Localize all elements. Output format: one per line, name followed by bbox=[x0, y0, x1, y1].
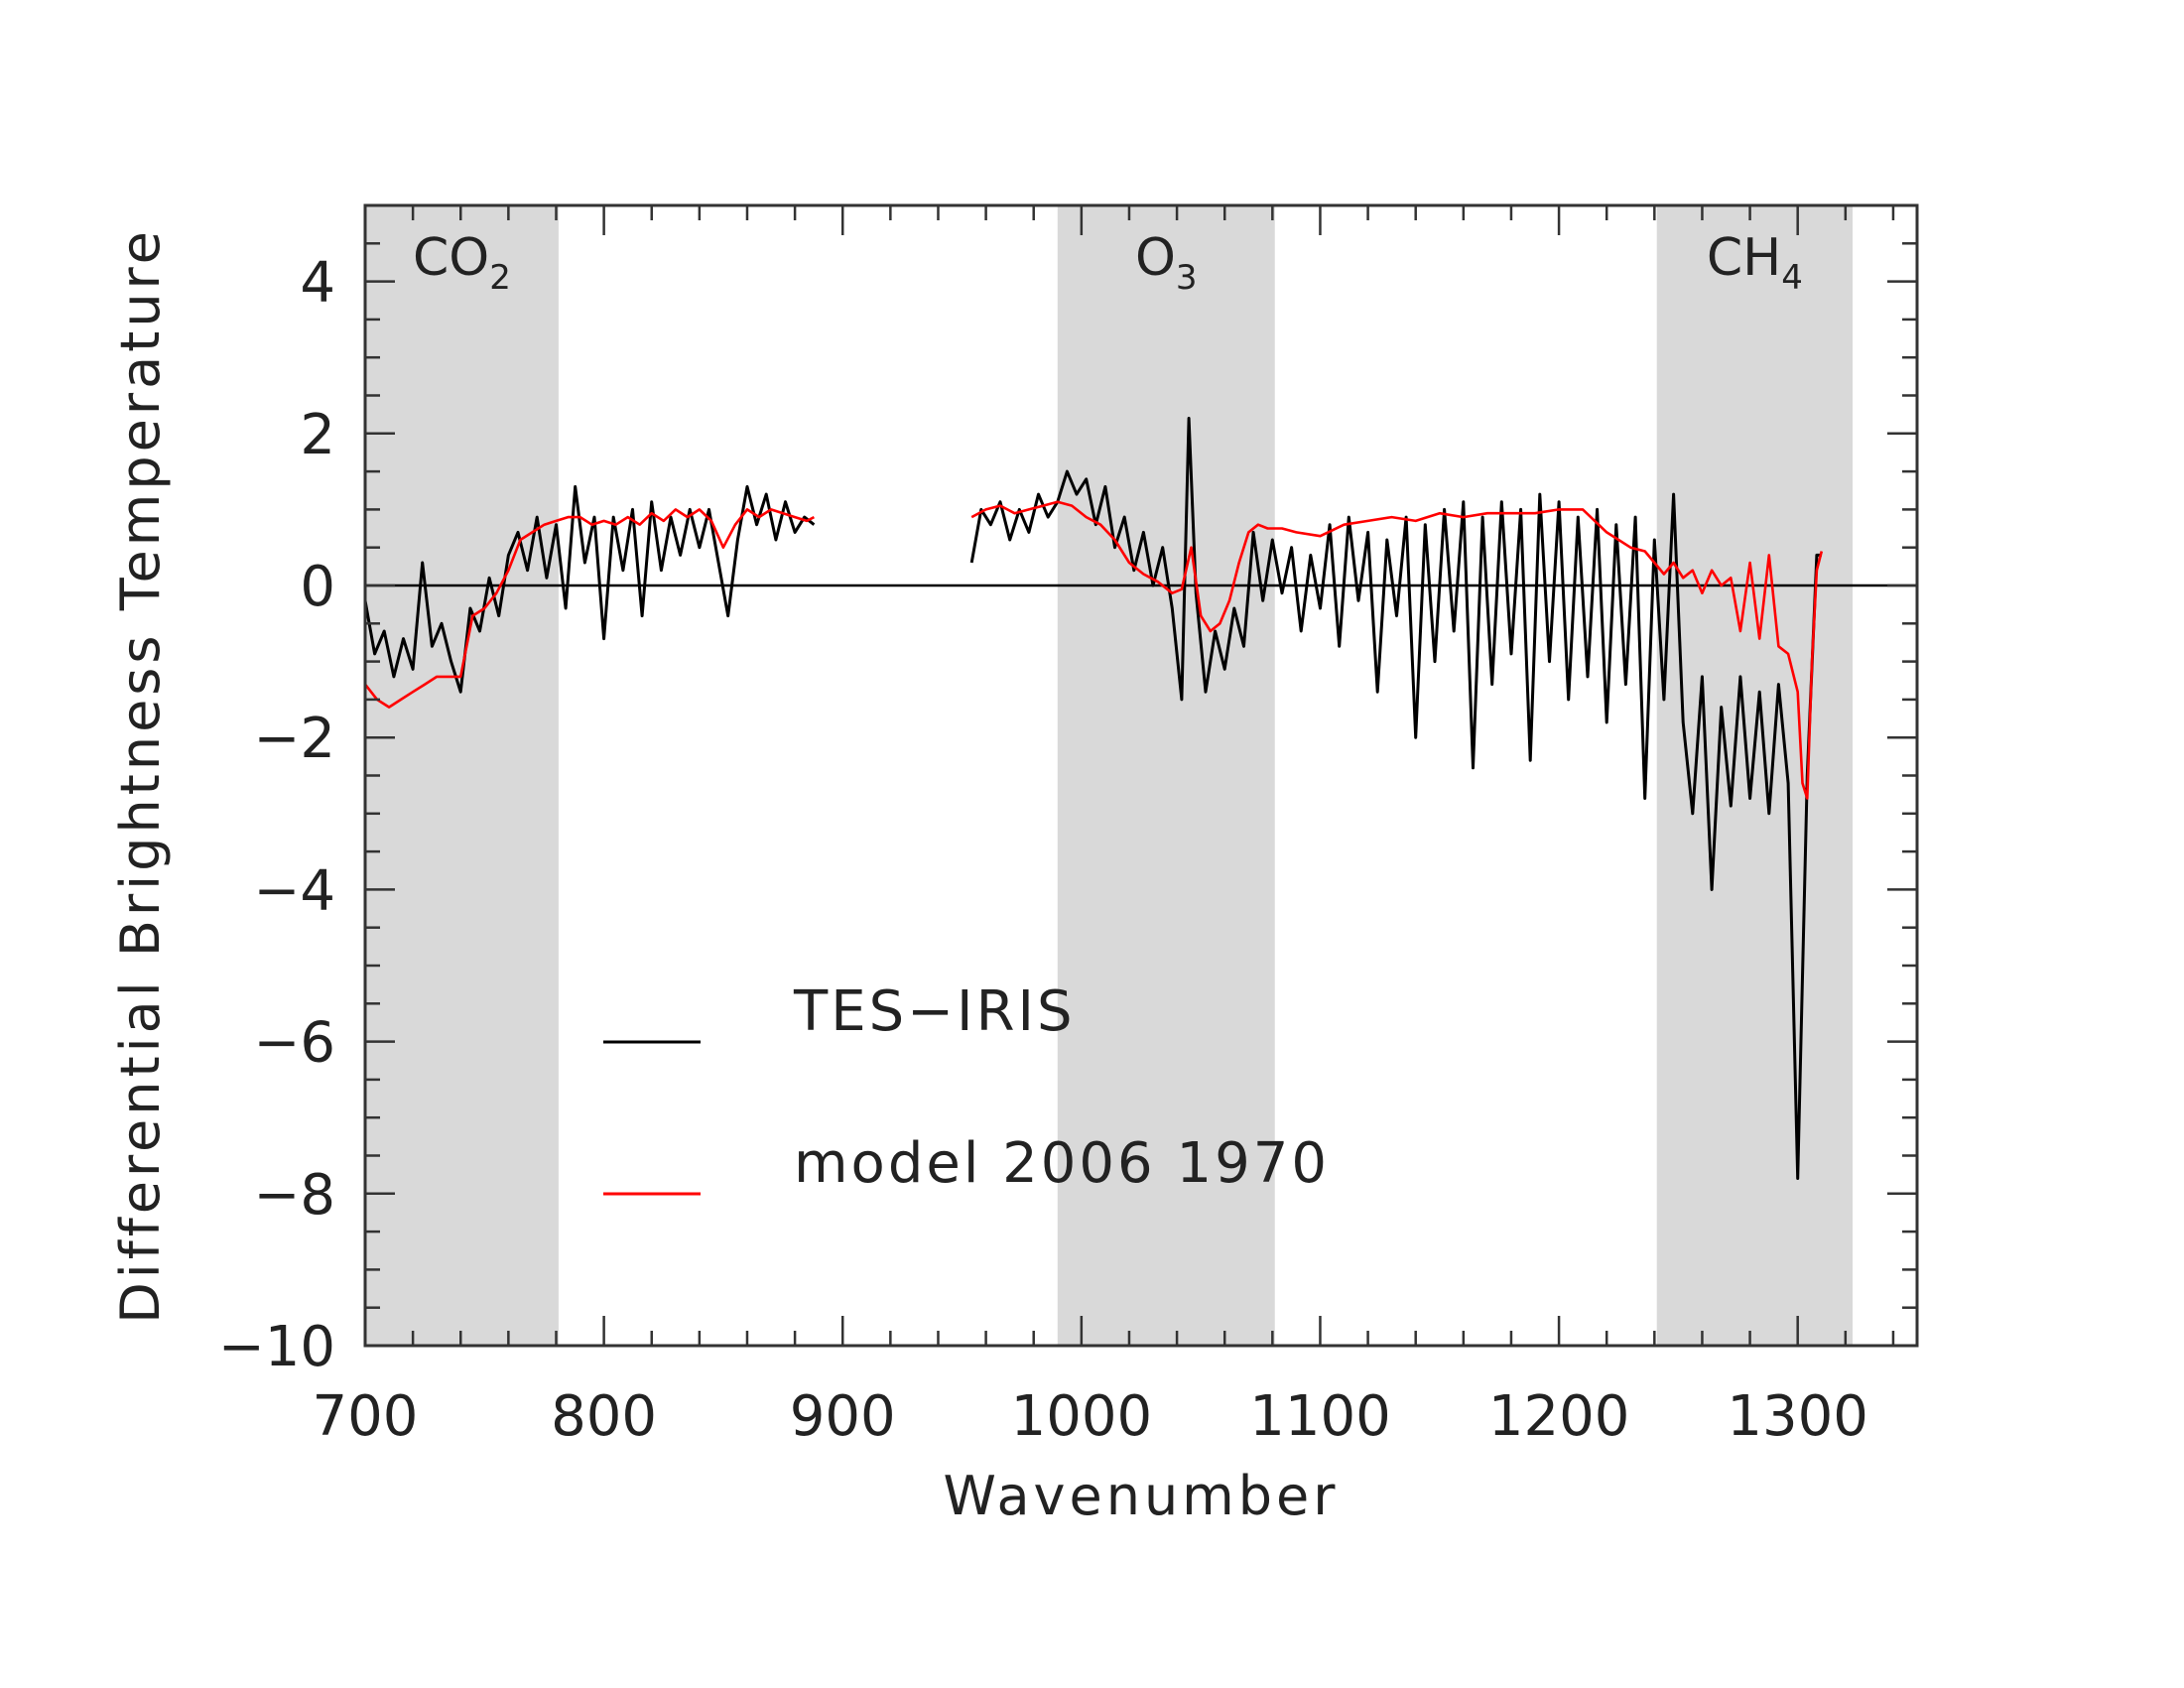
x-tick-label: 700 bbox=[313, 1384, 419, 1449]
x-tick-label: 1000 bbox=[1011, 1384, 1153, 1449]
series-line-model bbox=[363, 508, 816, 709]
axis-ticks bbox=[363, 203, 1917, 1348]
band-label-subscript: 3 bbox=[1176, 258, 1198, 298]
y-axis-title: Differential Brightness Temperature bbox=[109, 227, 172, 1324]
y-tick-label: −6 bbox=[253, 1011, 335, 1076]
band-label: CH4 bbox=[1707, 228, 1803, 298]
y-tick-label: −10 bbox=[218, 1315, 335, 1379]
y-tick-label: −4 bbox=[253, 858, 335, 923]
y-tick-label: −2 bbox=[253, 707, 335, 771]
legend-label: TES−IRIS bbox=[793, 979, 1076, 1044]
band-label: O3 bbox=[1135, 228, 1198, 298]
x-tick-label: 1300 bbox=[1727, 1384, 1868, 1449]
x-tick-label: 1200 bbox=[1488, 1384, 1630, 1449]
series-line-tes-iris bbox=[363, 484, 816, 694]
band-labels: CO2 O3 CH4 bbox=[413, 228, 1803, 298]
data-lines bbox=[363, 417, 1824, 1180]
shaded-band bbox=[1057, 205, 1275, 1346]
y-tick-label: −8 bbox=[253, 1163, 335, 1228]
y-tick-label: 0 bbox=[300, 555, 335, 619]
series-line-tes-iris bbox=[969, 417, 1822, 1180]
y-tick-label: 2 bbox=[300, 403, 335, 467]
y-tick-label: 4 bbox=[300, 251, 335, 316]
band-label-subscript: 2 bbox=[489, 258, 511, 298]
y-tick-labels: 4 2 0 −2 −4 −6 −8 −10 bbox=[218, 251, 335, 1379]
legend-label: model 2006 1970 bbox=[794, 1131, 1330, 1196]
shaded-band bbox=[1656, 205, 1854, 1346]
x-tick-labels: 700 800 900 1000 1100 1200 1300 bbox=[313, 1384, 1868, 1449]
x-tick-label: 1100 bbox=[1249, 1384, 1391, 1449]
legend: TES−IRIS model 2006 1970 bbox=[603, 979, 1330, 1196]
x-axis-title: Wavenumber bbox=[944, 1465, 1340, 1527]
series-line-model bbox=[970, 500, 1824, 800]
band-label-subscript: 4 bbox=[1781, 258, 1803, 298]
x-tick-label: 900 bbox=[790, 1384, 896, 1449]
x-tick-label: 800 bbox=[551, 1384, 657, 1449]
shaded-bands bbox=[365, 205, 1854, 1346]
band-label: CO2 bbox=[413, 228, 511, 298]
shaded-band bbox=[365, 205, 559, 1346]
